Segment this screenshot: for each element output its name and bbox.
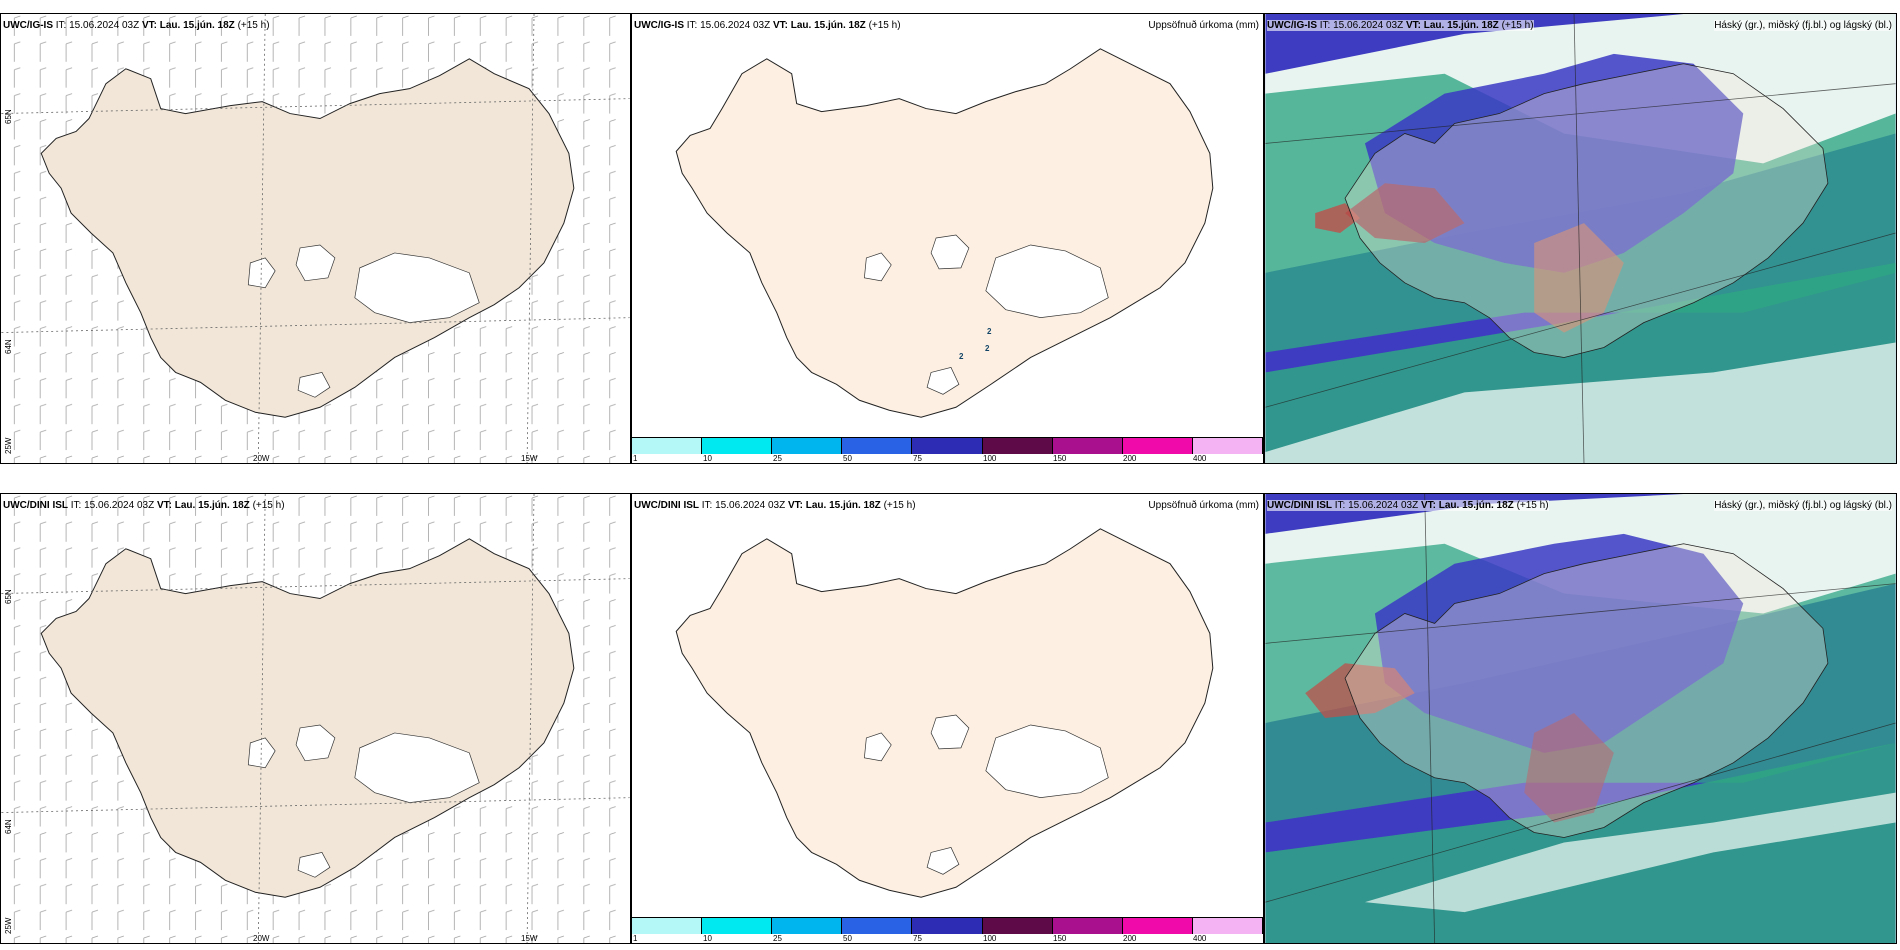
legend-swatch xyxy=(1192,918,1263,934)
legend-tick: 100 xyxy=(983,934,997,943)
precip-map-panel-bottom: UWC/DINI ISL IT: 15.06.2024 03Z VT: Lau.… xyxy=(631,493,1264,944)
glacier-langjokull xyxy=(295,244,336,282)
legend-tick: 75 xyxy=(913,454,922,463)
wind-map-panel-top: UWC/IG-IS IT: 15.06.2024 03Z VT: Lau. 15… xyxy=(0,13,631,464)
panel-header: UWC/IG-IS IT: 15.06.2024 03Z VT: Lau. 15… xyxy=(634,20,901,31)
panel-header: UWC/DINI ISL IT: 15.06.2024 03Z VT: Lau.… xyxy=(634,500,916,511)
legend-tick: 1 xyxy=(633,454,638,463)
precip-legend-colorbar xyxy=(632,437,1263,454)
panel-header: UWC/IG-IS IT: 15.06.2024 03Z VT: Lau. 15… xyxy=(1267,20,1534,31)
cloud-map-panel-top: UWC/IG-IS IT: 15.06.2024 03Z VT: Lau. 15… xyxy=(1264,13,1897,464)
iceland-landmass xyxy=(40,58,575,418)
wind-map[interactable] xyxy=(1,494,630,943)
legend-swatch xyxy=(632,918,703,934)
legend-swatch xyxy=(632,438,703,454)
legend-swatch xyxy=(702,918,773,934)
wind-map[interactable] xyxy=(1,14,630,463)
legend-swatch xyxy=(1122,438,1193,454)
precip-legend: 1 10 25 50 75 100 150 200 400 xyxy=(632,437,1263,463)
graticule-lat-label: 64N xyxy=(4,819,13,834)
precip-map[interactable] xyxy=(632,494,1263,943)
graticule-lon-label: 25W xyxy=(4,437,13,454)
precip-map[interactable] xyxy=(632,14,1263,463)
graticule-lat-label: 64N xyxy=(4,339,13,354)
legend-swatch xyxy=(1122,918,1193,934)
legend-tick: 1 xyxy=(633,934,638,943)
precip-map-panel-top: UWC/IG-IS IT: 15.06.2024 03Z VT: Lau. 15… xyxy=(631,13,1264,464)
precip-value-label: 2 xyxy=(959,352,964,361)
legend-tick: 100 xyxy=(983,454,997,463)
legend-tick: 150 xyxy=(1053,934,1067,943)
legend-swatch xyxy=(912,438,983,454)
legend-swatch xyxy=(842,438,913,454)
graticule-lat-label: 65N xyxy=(4,109,13,124)
cloud-map[interactable] xyxy=(1265,494,1896,943)
iceland-landmass xyxy=(675,48,1214,418)
legend-tick: 75 xyxy=(913,934,922,943)
legend-tick: 150 xyxy=(1053,454,1067,463)
legend-swatch xyxy=(772,918,843,934)
legend-tick: 200 xyxy=(1123,934,1137,943)
legend-swatch xyxy=(912,918,983,934)
legend-tick: 400 xyxy=(1193,934,1207,943)
iceland-outline xyxy=(1344,543,1829,838)
panel-header: UWC/IG-IS IT: 15.06.2024 03Z VT: Lau. 15… xyxy=(3,20,270,31)
iceland-outline xyxy=(1344,63,1829,358)
graticule-lat-label: 65N xyxy=(4,589,13,604)
graticule-lon-label: 15W xyxy=(521,454,538,463)
precip-value-label: 2 xyxy=(985,344,990,353)
precip-legend: 1 10 25 50 75 100 150 200 400 xyxy=(632,917,1263,943)
legend-tick: 200 xyxy=(1123,454,1137,463)
legend-tick: 25 xyxy=(773,454,782,463)
glacier-hofsjokull xyxy=(247,257,276,289)
precip-value-label: 2 xyxy=(987,327,992,336)
cloud-map-panel-bottom: UWC/DINI ISL IT: 15.06.2024 03Z VT: Lau.… xyxy=(1264,493,1897,944)
graticule-lon-label: 20W xyxy=(253,454,270,463)
iceland-landmass xyxy=(675,528,1214,898)
cloud-map[interactable] xyxy=(1265,14,1896,463)
legend-tick: 10 xyxy=(703,934,712,943)
cloud-title: Háský (gr.), miðský (fj.bl.) og lágský (… xyxy=(1714,500,1892,511)
precip-title: Uppsöfnuð úrkoma (mm) xyxy=(1148,500,1259,511)
precip-legend-colorbar xyxy=(632,917,1263,934)
cloud-title: Háský (gr.), miðský (fj.bl.) og lágský (… xyxy=(1714,20,1892,31)
legend-tick: 400 xyxy=(1193,454,1207,463)
legend-swatch xyxy=(982,918,1053,934)
legend-swatch xyxy=(1052,438,1123,454)
legend-swatch xyxy=(772,438,843,454)
legend-swatch xyxy=(1192,438,1263,454)
precip-legend-ticks: 1 10 25 50 75 100 150 200 400 xyxy=(632,454,1263,463)
iceland-landmass xyxy=(40,538,575,898)
precip-title: Uppsöfnuð úrkoma (mm) xyxy=(1148,20,1259,31)
legend-tick: 50 xyxy=(843,934,852,943)
glacier-myrdalsjokull xyxy=(297,372,331,398)
panel-header: UWC/DINI ISL IT: 15.06.2024 03Z VT: Lau.… xyxy=(1267,500,1549,511)
panel-header: UWC/DINI ISL IT: 15.06.2024 03Z VT: Lau.… xyxy=(3,500,285,511)
glacier-vatnajokull xyxy=(354,252,480,323)
legend-tick: 25 xyxy=(773,934,782,943)
precip-legend-ticks: 1 10 25 50 75 100 150 200 400 xyxy=(632,934,1263,943)
legend-swatch xyxy=(702,438,773,454)
legend-swatch xyxy=(842,918,913,934)
legend-tick: 50 xyxy=(843,454,852,463)
graticule-lon-label: 15W xyxy=(521,934,538,943)
legend-swatch xyxy=(982,438,1053,454)
graticule-lon-label: 25W xyxy=(4,917,13,934)
wind-map-panel-bottom: UWC/DINI ISL IT: 15.06.2024 03Z VT: Lau.… xyxy=(0,493,631,944)
legend-tick: 10 xyxy=(703,454,712,463)
legend-swatch xyxy=(1052,918,1123,934)
graticule-lon-label: 20W xyxy=(253,934,270,943)
